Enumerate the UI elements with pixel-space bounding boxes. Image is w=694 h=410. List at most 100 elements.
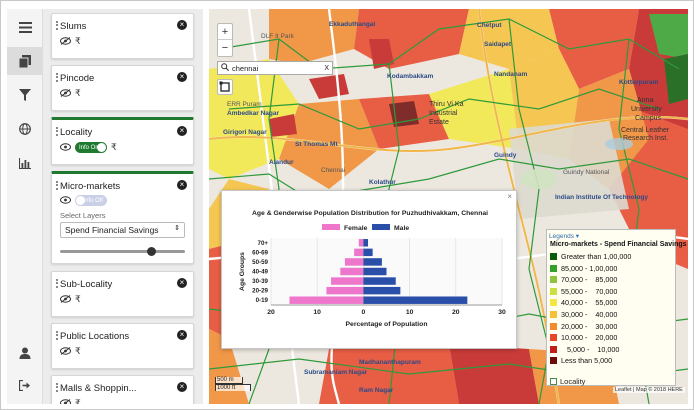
layers-icon[interactable] [7, 47, 43, 75]
eye-off-icon[interactable] [60, 88, 71, 99]
zoom-in-button[interactable]: + [218, 24, 232, 40]
close-icon[interactable]: × [177, 72, 187, 82]
legend-toggle[interactable]: Legends ▾ [549, 233, 580, 240]
rupee-icon[interactable]: ₹ [75, 346, 81, 356]
y-tick-label: 40-49 [252, 269, 268, 276]
legend-swatch [550, 276, 557, 284]
close-icon[interactable]: × [177, 180, 187, 190]
y-tick-label: 30-39 [252, 278, 268, 285]
legend-item: 40,000 - 55,000 [550, 298, 617, 307]
drag-handle-icon[interactable] [56, 127, 58, 136]
y-tick-label: 0-19 [256, 297, 269, 304]
search-input[interactable]: chennai [232, 63, 259, 73]
male-bar [363, 296, 468, 304]
legend-swatch [550, 334, 557, 342]
map-label: Kodambakkam [387, 73, 434, 80]
layer-card-locality: Locality × Info On ₹ [51, 117, 194, 165]
draw-area-button[interactable] [217, 79, 233, 95]
legend-item: Less than 5,000 [550, 356, 612, 365]
rupee-icon[interactable]: ₹ [75, 294, 81, 304]
drag-handle-icon[interactable] [56, 73, 58, 82]
info-toggle[interactable]: Info On [75, 142, 107, 153]
legend-entry: Female [344, 225, 368, 232]
rupee-icon[interactable]: ₹ [111, 142, 117, 152]
map-label: Central Leather [621, 127, 670, 134]
eye-off-icon[interactable] [60, 398, 71, 404]
filter-icon[interactable] [7, 81, 43, 109]
map-label: Thiru Vi Ka [429, 101, 464, 108]
eye-icon[interactable] [60, 195, 71, 206]
y-tick-label: 70+ [258, 240, 269, 247]
population-chart-popup: × Age & Genderwise Population Distributi… [221, 190, 517, 349]
globe-icon[interactable] [7, 115, 43, 143]
y-tick-label: 50-59 [252, 259, 268, 266]
legend-item: 30,000 - 40,000 [550, 310, 617, 319]
layer-card-micro-markets: Micro-markets × Info Off Select Layers S… [51, 171, 194, 264]
drag-handle-icon[interactable] [56, 21, 58, 30]
male-bar [363, 239, 369, 247]
draw-rectangle-icon [219, 81, 230, 92]
female-bar [326, 286, 364, 295]
close-icon[interactable]: × [177, 382, 187, 392]
info-toggle[interactable]: Info Off [75, 195, 107, 206]
drag-handle-icon[interactable] [56, 181, 58, 190]
locality-checkbox-row[interactable]: Locality [550, 377, 585, 386]
close-icon[interactable]: × [177, 20, 187, 30]
layers-panel: Slums × ₹ Pincode × ₹ Locality × Info On [43, 9, 203, 404]
map-label: Kotturpuram [619, 79, 659, 86]
layer-card-pincode: Pincode × ₹ [51, 65, 194, 111]
drag-handle-icon[interactable] [56, 383, 58, 392]
locality-checkbox[interactable] [550, 378, 557, 385]
opacity-slider[interactable] [60, 247, 185, 256]
eye-icon[interactable] [60, 142, 71, 153]
map-search[interactable]: chennai X [217, 61, 333, 75]
close-icon[interactable]: × [177, 330, 187, 340]
chart-icon[interactable] [7, 149, 43, 177]
legend-swatch [550, 345, 557, 353]
map-label: Ambedkar Nagar [227, 110, 280, 117]
legend-swatch [550, 322, 557, 330]
map-label: University [631, 106, 662, 113]
eye-off-icon[interactable] [60, 346, 71, 357]
eye-off-icon[interactable] [60, 294, 71, 305]
close-icon[interactable]: × [177, 278, 187, 288]
y-tick-label: 60-69 [252, 249, 268, 256]
legend-label: 10,000 - 20,000 [561, 333, 618, 343]
x-tick-label: 10 [313, 309, 321, 316]
logout-icon[interactable] [7, 371, 43, 399]
map-label: Anna [637, 97, 654, 104]
map-label: Madhananthapuram [359, 359, 421, 366]
rupee-icon[interactable]: ₹ [75, 36, 81, 46]
layer-select[interactable]: Spend Financial Savings ⇕ [60, 222, 185, 238]
close-icon[interactable]: × [177, 126, 187, 136]
slider-handle[interactable] [147, 247, 157, 256]
menu-icon[interactable] [7, 13, 43, 41]
eye-off-icon[interactable] [60, 36, 71, 47]
select-value: Spend Financial Savings [65, 225, 159, 235]
legend-item: 20,000 - 30,000 [550, 322, 617, 331]
population-pyramid-chart: Age & Genderwise Population Distribution… [239, 210, 506, 328]
user-icon[interactable] [7, 339, 43, 367]
icon-rail [7, 9, 43, 404]
female-bar [358, 239, 364, 247]
clear-search-button[interactable]: X [324, 64, 329, 72]
map-label: Estate [429, 119, 449, 126]
female-bar [331, 277, 364, 285]
rupee-icon[interactable]: ₹ [75, 88, 81, 98]
map-label: Guindy National [563, 169, 610, 176]
drag-handle-icon[interactable] [56, 331, 58, 340]
legend-swatch [550, 311, 557, 318]
popup-close-button[interactable]: × [507, 192, 512, 201]
zoom-out-button[interactable]: − [221, 42, 229, 54]
rupee-icon[interactable]: ₹ [75, 398, 81, 404]
toggle-label: Info On [79, 144, 99, 151]
scale-bar: 500 m 1000 ft [215, 377, 251, 391]
x-tick-label: 0 [362, 309, 366, 316]
layer-card-public-locations: Public Locations × ₹ [51, 323, 194, 369]
layer-title: Pincode [60, 73, 95, 84]
legend-swatch [550, 264, 557, 272]
drag-handle-icon[interactable] [56, 279, 58, 288]
y-axis-label: Age Groups [239, 252, 246, 291]
map-label: Guindy [494, 152, 517, 159]
